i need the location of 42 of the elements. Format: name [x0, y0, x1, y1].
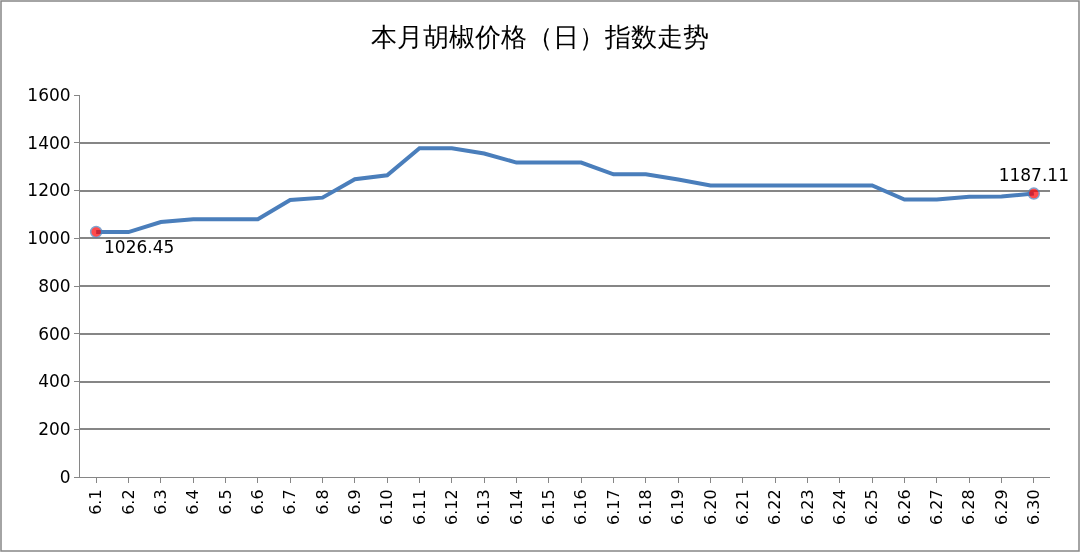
- x-tick-label: 6.29: [991, 489, 1011, 526]
- y-tick-label: 1000: [27, 228, 71, 249]
- x-tick-label: 6.7: [280, 489, 300, 515]
- y-tick-label: 0: [59, 466, 71, 487]
- x-tick-label: 6.27: [927, 489, 947, 526]
- x-tick-label: 6.9: [345, 489, 365, 515]
- x-tick-label: 6.25: [862, 489, 882, 526]
- x-tick-label: 6.10: [377, 489, 397, 526]
- x-tick-label: 6.14: [506, 489, 526, 526]
- x-tick-label: 6.15: [539, 489, 559, 526]
- x-tick-label: 6.30: [1024, 489, 1044, 526]
- x-tick-label: 6.3: [151, 489, 171, 515]
- x-tick-label: 6.21: [733, 489, 753, 526]
- x-tick-label: 6.5: [215, 489, 235, 515]
- x-tick-label: 6.8: [312, 489, 332, 515]
- y-tick-label: 1600: [27, 84, 71, 105]
- x-tick-label: 6.17: [603, 489, 623, 526]
- x-tick-label: 6.22: [765, 489, 785, 526]
- x-tick-label: 6.12: [442, 489, 462, 526]
- x-tick-label: 6.16: [571, 489, 591, 526]
- x-tick-label: 6.1: [86, 489, 106, 515]
- x-tick-label: 6.2: [118, 489, 138, 515]
- y-tick-label: 1400: [27, 132, 71, 153]
- x-tick-label: 6.26: [894, 489, 914, 526]
- x-tick-label: 6.6: [248, 489, 268, 515]
- y-tick-label: 400: [38, 371, 71, 392]
- y-tick-label: 1200: [27, 180, 71, 201]
- x-tick-label: 6.23: [797, 489, 817, 526]
- x-tick-label: 6.24: [830, 489, 850, 526]
- data-label: 1187.11: [998, 165, 1069, 186]
- y-tick-label: 600: [38, 323, 71, 344]
- y-tick-label: 800: [38, 275, 71, 296]
- chart-title: 本月胡椒价格（日）指数走势: [371, 21, 709, 52]
- x-tick-label: 6.28: [959, 489, 979, 526]
- x-tick-label: 6.20: [700, 489, 720, 526]
- x-tick-label: 6.11: [409, 489, 429, 526]
- x-tick-label: 6.4: [183, 489, 203, 515]
- y-tick-label: 200: [38, 419, 71, 440]
- x-tick-label: 6.18: [636, 489, 656, 526]
- x-tick-label: 6.13: [474, 489, 494, 526]
- data-label: 1026.45: [104, 236, 175, 257]
- x-tick-label: 6.19: [668, 489, 688, 526]
